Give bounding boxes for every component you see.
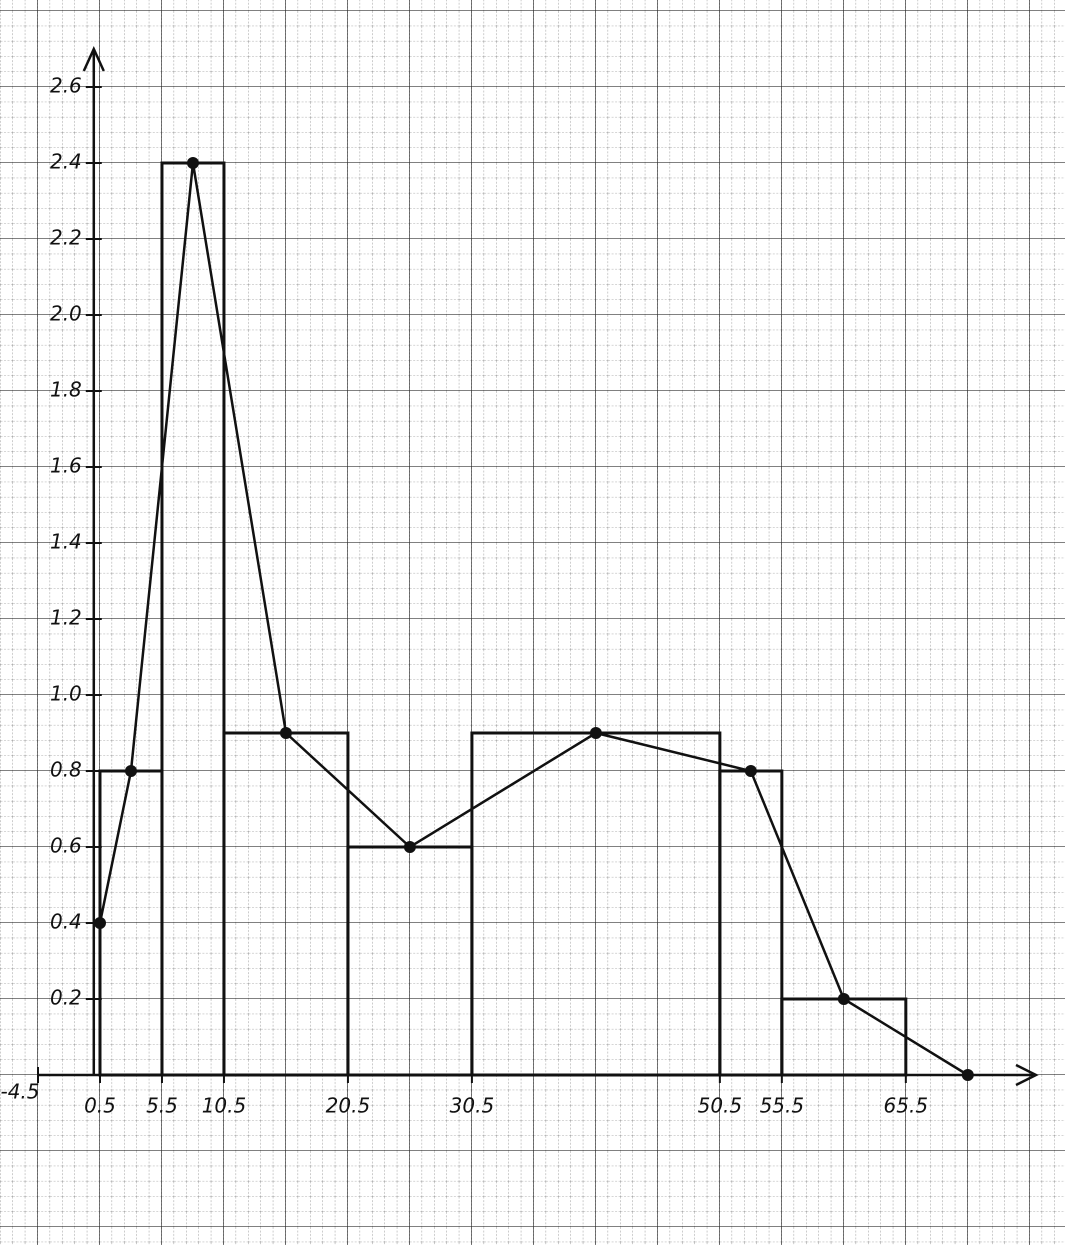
x-tick-label: 20.5 [326,1094,371,1118]
x-tick-label: -4.5 [0,1080,39,1104]
y-tick-label: 2.0 [50,302,82,326]
y-tick-label: 1.2 [50,606,82,630]
y-axis-arrow [82,45,105,72]
polygon-point [744,765,757,777]
x-tick-label: 55.5 [760,1094,805,1118]
y-tick-label: 0.6 [50,834,82,858]
polygon-point [93,917,106,929]
x-tick-label: 0.5 [84,1094,116,1118]
polygon-point [961,1069,974,1081]
x-tick-label: 65.5 [884,1094,929,1118]
y-tick-label: 2.6 [50,74,82,98]
y-tick-label: 0.2 [50,986,82,1010]
x-tick-label: 50.5 [698,1094,743,1118]
polygon-point [837,993,850,1005]
x-tick-label: 30.5 [450,1094,495,1118]
x-axis-arrow [1015,1063,1039,1087]
y-tick-label: 1.0 [50,682,82,706]
polygon-point [279,727,292,739]
y-tick-label: 1.8 [50,378,82,402]
polygon-point [186,157,199,169]
polygon-point [124,765,137,777]
y-tick-label: 0.8 [50,758,82,782]
polygon-point [403,841,416,853]
y-tick-label: 1.6 [50,454,82,478]
y-tick-label: 1.4 [50,530,82,554]
y-tick-label: 0.4 [50,910,82,934]
plot: 0.2 0.4 0.6 0.8 1.0 1.2 1.4 1.6 1.8 2.0 2.2 2.4 2.6 -… [0,45,1039,1118]
polygon-point [589,727,602,739]
y-tick-label: 2.4 [50,150,82,174]
x-tick-label: 5.5 [146,1094,178,1118]
y-tick-label: 2.2 [50,226,82,250]
x-tick-label: 10.5 [202,1094,247,1118]
